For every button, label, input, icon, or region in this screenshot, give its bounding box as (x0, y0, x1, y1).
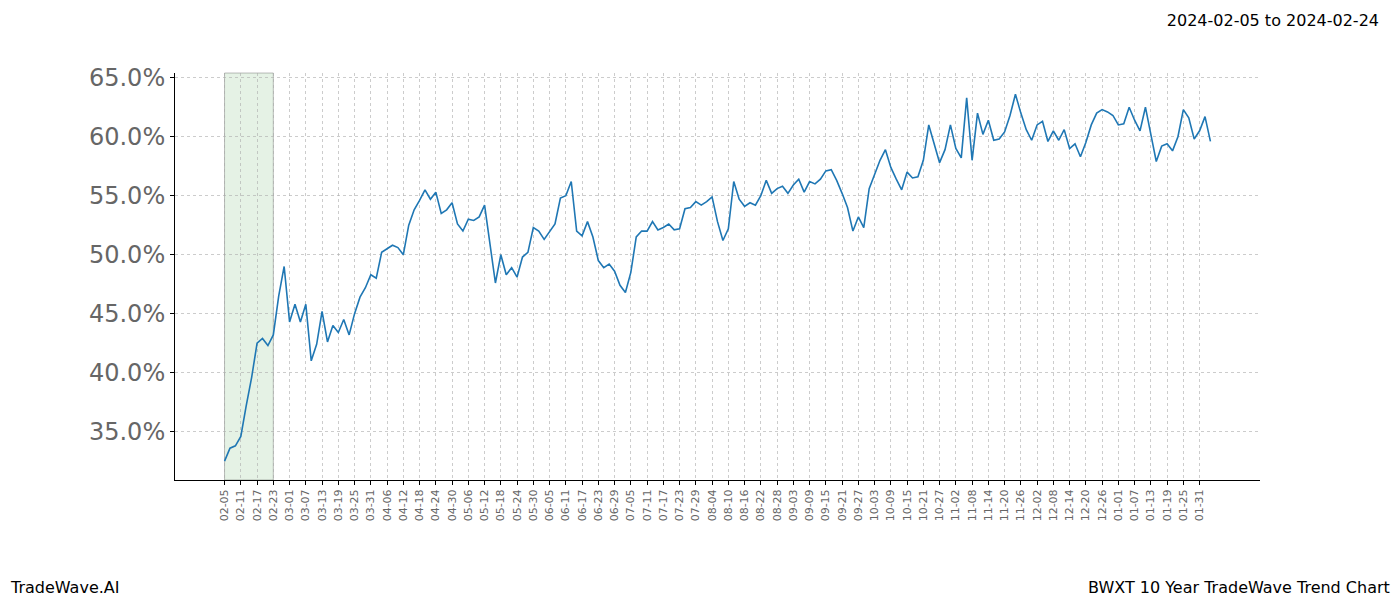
svg-text:2024-02-05 to 2024-02-24: 2024-02-05 to 2024-02-24 (1167, 11, 1379, 30)
svg-text:02-23: 02-23 (267, 489, 280, 521)
svg-text:01-13: 01-13 (1144, 489, 1157, 521)
svg-text:05-30: 05-30 (527, 489, 540, 521)
svg-text:08-22: 08-22 (754, 489, 767, 521)
svg-text:09-21: 09-21 (836, 489, 849, 521)
svg-text:04-24: 04-24 (429, 489, 442, 521)
svg-text:55.0%: 55.0% (89, 182, 165, 210)
svg-text:10-15: 10-15 (901, 489, 914, 521)
svg-text:50.0%: 50.0% (89, 241, 165, 269)
svg-text:07-23: 07-23 (673, 489, 686, 521)
svg-text:BWXT 10 Year TradeWave Trend C: BWXT 10 Year TradeWave Trend Chart (1088, 578, 1390, 597)
svg-text:08-10: 08-10 (722, 489, 735, 521)
svg-text:04-30: 04-30 (446, 489, 459, 521)
svg-text:11-26: 11-26 (1014, 489, 1027, 521)
svg-text:45.0%: 45.0% (89, 300, 165, 328)
svg-text:65.0%: 65.0% (89, 64, 165, 92)
svg-text:08-28: 08-28 (771, 489, 784, 521)
svg-text:02-11: 02-11 (234, 489, 247, 521)
svg-text:09-15: 09-15 (819, 489, 832, 521)
svg-text:10-27: 10-27 (933, 489, 946, 521)
svg-text:06-23: 06-23 (592, 489, 605, 521)
svg-text:03-01: 03-01 (283, 489, 296, 521)
svg-text:04-18: 04-18 (413, 489, 426, 521)
svg-text:07-17: 07-17 (657, 489, 670, 521)
svg-text:06-29: 06-29 (608, 489, 621, 521)
svg-text:05-24: 05-24 (511, 489, 524, 521)
svg-text:03-19: 03-19 (332, 489, 345, 521)
svg-text:09-27: 09-27 (852, 489, 865, 521)
svg-text:11-08: 11-08 (966, 489, 979, 521)
svg-text:11-20: 11-20 (998, 489, 1011, 521)
svg-text:03-13: 03-13 (316, 489, 329, 521)
svg-text:04-12: 04-12 (397, 489, 410, 521)
svg-text:60.0%: 60.0% (89, 123, 165, 151)
svg-text:03-07: 03-07 (299, 489, 312, 521)
svg-text:35.0%: 35.0% (89, 418, 165, 446)
svg-text:02-17: 02-17 (251, 489, 264, 521)
svg-text:40.0%: 40.0% (89, 359, 165, 387)
svg-text:01-31: 01-31 (1193, 489, 1206, 521)
svg-text:04-06: 04-06 (381, 489, 394, 521)
svg-text:12-26: 12-26 (1096, 489, 1109, 521)
svg-text:06-17: 06-17 (576, 489, 589, 521)
svg-text:12-08: 12-08 (1047, 489, 1060, 521)
svg-text:09-09: 09-09 (803, 489, 816, 521)
svg-text:02-05: 02-05 (218, 489, 231, 521)
svg-text:03-31: 03-31 (364, 489, 377, 521)
svg-text:05-18: 05-18 (494, 489, 507, 521)
svg-text:01-19: 01-19 (1161, 489, 1174, 521)
svg-text:07-05: 07-05 (624, 489, 637, 521)
svg-text:07-29: 07-29 (689, 489, 702, 521)
svg-text:08-16: 08-16 (738, 489, 751, 521)
svg-text:06-11: 06-11 (559, 489, 572, 521)
svg-text:01-07: 01-07 (1128, 489, 1141, 521)
svg-text:03-25: 03-25 (348, 489, 361, 521)
svg-text:08-04: 08-04 (706, 489, 719, 521)
svg-text:11-14: 11-14 (982, 489, 995, 521)
svg-text:06-05: 06-05 (543, 489, 556, 521)
svg-text:05-06: 05-06 (462, 489, 475, 521)
svg-text:12-20: 12-20 (1079, 489, 1092, 521)
svg-text:11-02: 11-02 (949, 489, 962, 521)
svg-text:10-09: 10-09 (884, 489, 897, 521)
svg-text:07-11: 07-11 (641, 489, 654, 521)
svg-text:TradeWave.AI: TradeWave.AI (10, 578, 119, 597)
svg-text:09-03: 09-03 (787, 489, 800, 521)
svg-text:01-01: 01-01 (1112, 489, 1125, 521)
svg-text:12-02: 12-02 (1031, 489, 1044, 521)
svg-text:05-12: 05-12 (478, 489, 491, 521)
svg-text:12-14: 12-14 (1063, 489, 1076, 521)
svg-text:10-21: 10-21 (917, 489, 930, 521)
svg-text:10-03: 10-03 (868, 489, 881, 521)
svg-text:01-25: 01-25 (1177, 489, 1190, 521)
